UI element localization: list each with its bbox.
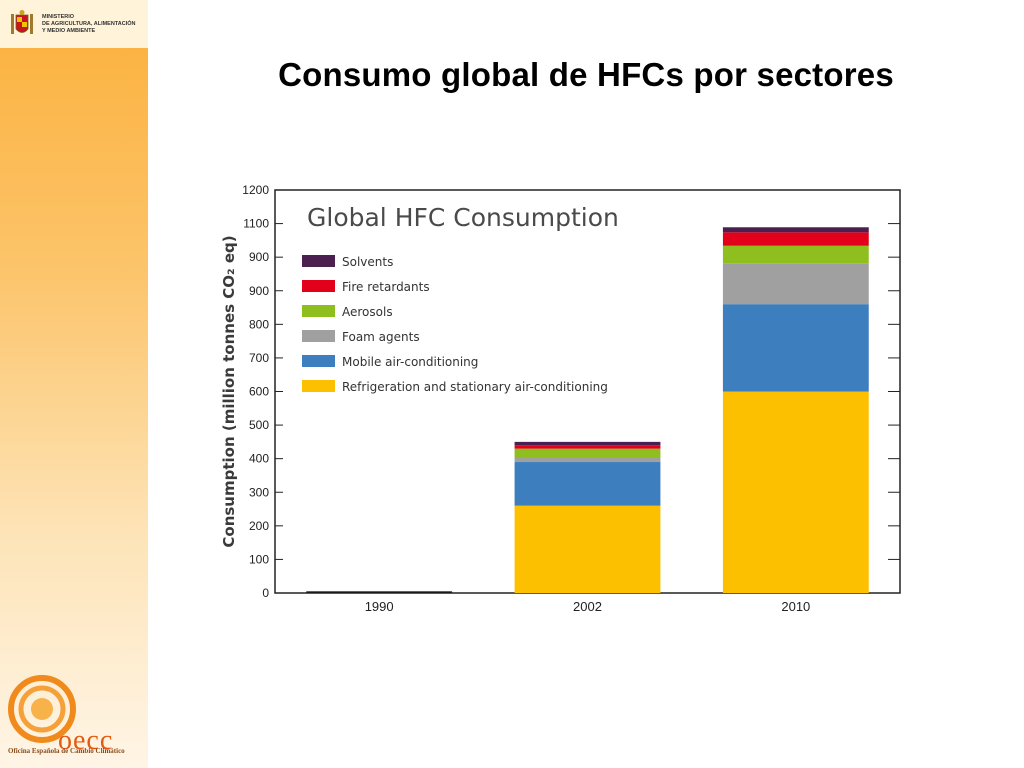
bar-baseline — [306, 591, 453, 593]
bar-segment — [514, 448, 661, 458]
ministry-header: MINISTERIO DE AGRICULTURA, ALIMENTACIÓN … — [0, 0, 148, 48]
legend-swatch — [302, 280, 335, 292]
bar-segment — [514, 445, 661, 449]
legend-swatch — [302, 305, 335, 317]
bar-segment — [722, 304, 869, 392]
y-tick-label: 200 — [249, 519, 269, 533]
y-axis-label: Consumption (million tonnes CO₂ eq) — [220, 235, 238, 547]
y-tick-label: 700 — [249, 351, 269, 365]
bar-segment — [722, 263, 869, 305]
legend-label: Refrigeration and stationary air-conditi… — [342, 380, 608, 394]
y-tick-label: 500 — [249, 418, 269, 432]
y-tick-label: 100 — [249, 552, 269, 566]
y-tick-label: 300 — [249, 485, 269, 499]
legend-label: Fire retardants — [342, 280, 430, 294]
legend-swatch — [302, 255, 335, 267]
bar-segment — [514, 441, 661, 446]
x-tick-label: 2010 — [781, 599, 810, 614]
oecc-logo-subtitle: Oficina Española de Cambio Climático — [8, 747, 125, 755]
ministry-name: MINISTERIO DE AGRICULTURA, ALIMENTACIÓN … — [42, 13, 136, 34]
oecc-logo-icon — [8, 675, 76, 743]
bar-segment — [514, 505, 661, 593]
legend-swatch — [302, 380, 335, 392]
y-tick-label: 400 — [249, 452, 269, 466]
bar-segment — [722, 245, 869, 264]
slide-title: Consumo global de HFCs por sectores — [278, 56, 894, 93]
chart-title: Global HFC Consumption — [307, 203, 619, 232]
bar-segment — [722, 232, 869, 246]
y-tick-label: 800 — [249, 317, 269, 331]
y-tick-label: 1200 — [242, 183, 269, 197]
legend-label: Mobile air-conditioning — [342, 355, 478, 369]
hfc-consumption-chart: 0 100 200 300 400 500 600 700 800 900 900 1100 1200 C… — [220, 183, 901, 614]
coat-of-arms-icon — [11, 10, 33, 34]
bar-segment — [722, 391, 869, 593]
bar-segment — [722, 227, 869, 233]
y-tick-label: 600 — [249, 385, 269, 399]
legend-label: Foam agents — [342, 330, 420, 344]
x-tick-label: 2002 — [573, 599, 602, 614]
y-tick-label: 0 — [262, 586, 269, 600]
oecc-logo-name: oecc — [58, 725, 114, 756]
bar-segment — [514, 462, 661, 506]
y-tick-label: 900 — [249, 250, 269, 264]
sidebar: MINISTERIO DE AGRICULTURA, ALIMENTACIÓN … — [0, 0, 148, 768]
legend-swatch — [302, 355, 335, 367]
y-tick-label: 1100 — [243, 217, 269, 231]
legend-label: Aerosols — [342, 305, 393, 319]
x-tick-label: 1990 — [365, 599, 394, 614]
legend-swatch — [302, 330, 335, 342]
legend-label: Solvents — [342, 255, 393, 269]
bar-segment — [514, 457, 661, 463]
y-tick-label: 900 — [249, 284, 269, 298]
